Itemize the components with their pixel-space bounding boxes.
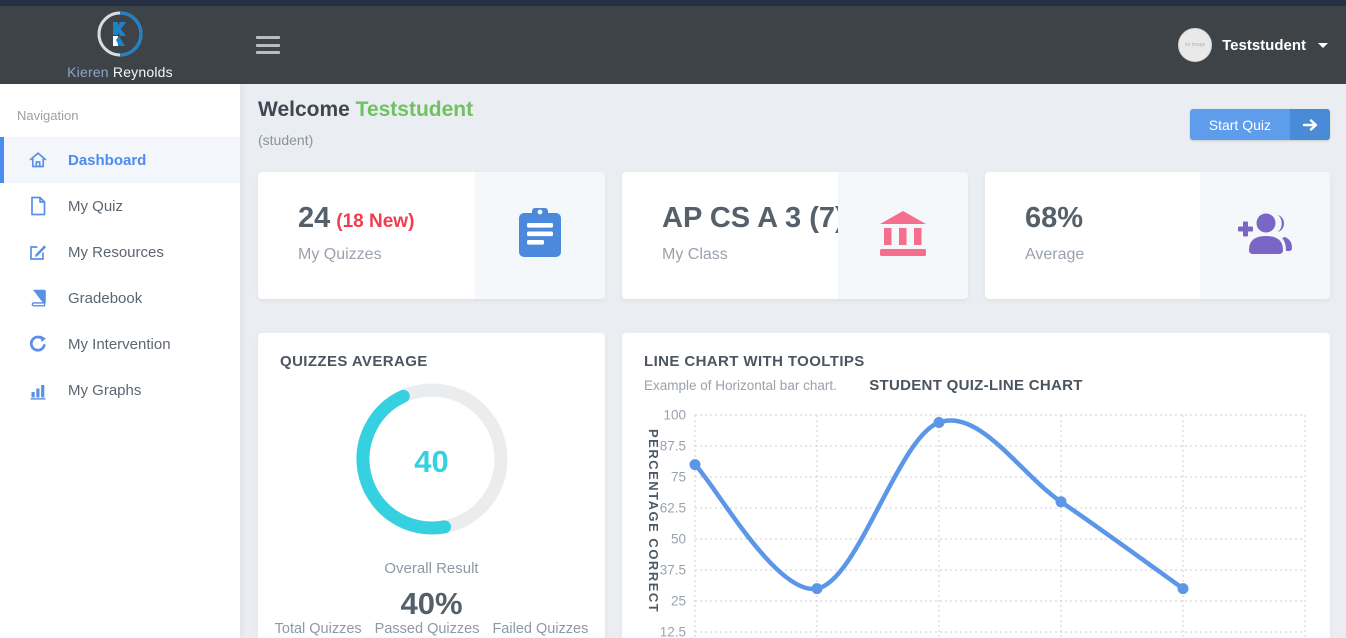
svg-text:50: 50 — [671, 532, 686, 547]
brand-logo-icon — [96, 10, 144, 63]
overall-result-value: 40% — [400, 586, 463, 621]
donut-footer-label: Failed Quizzes — [492, 621, 589, 637]
hamburger-menu-icon[interactable] — [256, 36, 280, 54]
stat-value: AP CS A 3 (7) — [662, 202, 845, 234]
add-users-icon — [1236, 210, 1294, 261]
quizzes-average-card: QUIZZES AVERAGE 40 Overall Result 40% To… — [258, 333, 605, 638]
sidebar-item-label: Dashboard — [68, 151, 147, 169]
svg-text:37.5: 37.5 — [660, 563, 686, 578]
refresh-icon — [28, 334, 48, 354]
svg-text:87.5: 87.5 — [660, 439, 686, 454]
stat-card-my-class: AP CS A 3 (7) My Class — [622, 172, 968, 299]
stat-highlight: (18 New) — [336, 211, 415, 232]
svg-text:12.5: 12.5 — [660, 625, 686, 638]
svg-text:25: 25 — [671, 594, 686, 609]
stat-label: Average — [1025, 246, 1085, 263]
arrow-right-icon — [1290, 109, 1330, 140]
sidebar-item-label: My Resources — [68, 243, 164, 261]
brand-name: Kieren Reynolds — [67, 64, 173, 80]
quizzes-average-title: QUIZZES AVERAGE — [280, 353, 428, 370]
y-axis-label: PERCENTAGE CORRECT — [646, 429, 661, 614]
overall-result-label: Overall Result — [384, 560, 479, 577]
page-title: Welcome Teststudent — [258, 98, 474, 121]
line-chart-card: LINE CHART WITH TOOLTIPS Example of Hori… — [622, 333, 1330, 638]
sidebar-item-my-quiz[interactable]: My Quiz — [0, 183, 240, 229]
stat-label: My Quizzes — [298, 246, 382, 263]
stat-card-average: 68% Average — [985, 172, 1330, 299]
browser-top-strip — [0, 0, 1346, 6]
topbar: Kieren Reynolds no image Teststudent — [0, 6, 1346, 84]
sidebar-section-label: Navigation — [17, 108, 79, 123]
sidebar-item-label: My Quiz — [68, 197, 124, 215]
edit-icon — [28, 242, 48, 262]
stat-label: My Class — [662, 246, 728, 263]
donut-center-value: 40 — [414, 443, 449, 479]
svg-text:75: 75 — [671, 470, 686, 485]
file-icon — [28, 196, 48, 216]
avatar-placeholder-text: no image — [1184, 42, 1206, 48]
sidebar-item-label: My Intervention — [68, 335, 171, 353]
sidebar-item-my-intervention[interactable]: My Intervention — [0, 321, 240, 367]
stat-value: 68% — [1025, 202, 1084, 234]
line-chart-plot[interactable]: 100 87.5 75 62.5 50 37.5 25 12.5 — [622, 333, 1330, 638]
sidebar-item-my-graphs[interactable]: My Graphs — [0, 367, 240, 413]
svg-text:100: 100 — [663, 408, 686, 423]
line-chart-card-title: LINE CHART WITH TOOLTIPS — [644, 353, 865, 370]
svg-text:62.5: 62.5 — [660, 501, 686, 516]
caret-down-icon — [1318, 42, 1328, 48]
donut-footer-label: Total Quizzes — [274, 621, 362, 637]
sidebar-item-label: My Graphs — [68, 381, 142, 399]
user-role: (student) — [258, 132, 314, 148]
start-quiz-button[interactable]: Start Quiz — [1189, 109, 1330, 140]
sidebar-item-dashboard[interactable]: Dashboard — [0, 137, 240, 183]
line-chart-card-subtitle: Example of Horizontal bar chart. — [644, 378, 837, 393]
clipboard-icon — [515, 206, 565, 265]
bar-chart-icon — [28, 380, 48, 400]
user-name: Teststudent — [1222, 36, 1306, 54]
line-chart-title: STUDENT QUIZ-LINE CHART — [869, 377, 1083, 394]
brand-logo[interactable]: Kieren Reynolds — [0, 6, 240, 84]
user-menu[interactable]: no image Teststudent — [1178, 6, 1328, 84]
book-icon — [28, 288, 48, 308]
home-icon — [28, 150, 48, 170]
avatar: no image — [1178, 28, 1213, 62]
sidebar-item-gradebook[interactable]: Gradebook — [0, 275, 240, 321]
sidebar-item-label: Gradebook — [68, 289, 143, 307]
welcome-username: Teststudent — [355, 98, 474, 121]
donut-chart: 40 — [352, 379, 512, 544]
bank-icon — [876, 208, 930, 263]
donut-footer-label: Passed Quizzes — [374, 621, 480, 637]
stat-value: 24 — [298, 202, 331, 234]
sidebar: Navigation Dashboard My Quiz My Resources G… — [0, 84, 240, 638]
sidebar-item-my-resources[interactable]: My Resources — [0, 229, 240, 275]
main-content: Welcome Teststudent (student) Start Quiz… — [240, 84, 1346, 638]
stat-card-my-quizzes: 24 (18 New) My Quizzes — [258, 172, 605, 299]
